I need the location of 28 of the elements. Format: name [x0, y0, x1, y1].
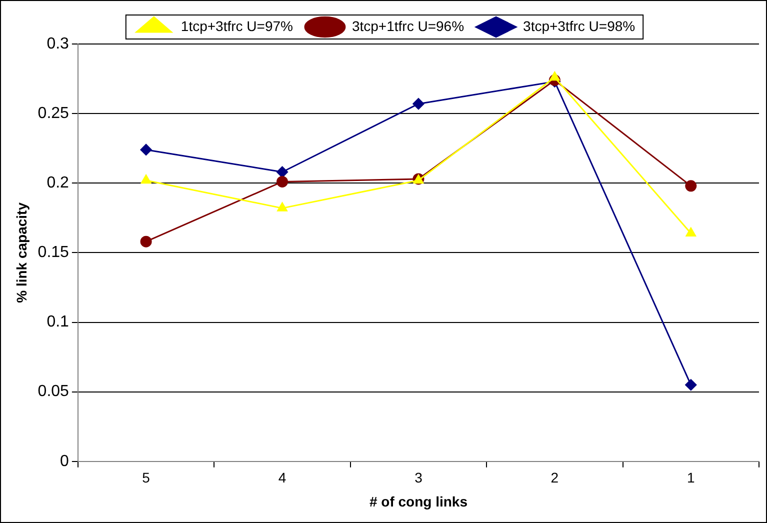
x-tick-label: 5: [142, 470, 150, 486]
legend-label: 1tcp+3tfrc U=97%: [180, 18, 293, 34]
legend-label: 3tcp+3tfrc U=98%: [523, 18, 636, 34]
point: [685, 379, 697, 391]
y-tick-label: 0.05: [38, 383, 70, 400]
y-tick-label: 0.2: [46, 174, 70, 192]
y-tick-label: 0.15: [38, 244, 70, 262]
point: [276, 166, 288, 178]
point: [140, 236, 152, 248]
point: [276, 176, 288, 188]
x-tick-label: 1: [686, 470, 695, 486]
point: [686, 227, 696, 236]
point: [140, 144, 152, 156]
point: [685, 180, 697, 192]
y-tick-label: 0: [60, 452, 70, 470]
point: [550, 72, 560, 81]
x-axis-title: # of cong links: [369, 493, 468, 510]
point: [412, 98, 424, 110]
legend-label: 3tcp+1tfrc U=96%: [352, 18, 464, 34]
point: [277, 202, 288, 212]
x-tick-label: 3: [414, 470, 423, 486]
y-tick-label: 0.3: [46, 35, 70, 52]
x-tick-label: 2: [550, 470, 559, 486]
y-axis-title: % link capacity: [13, 202, 30, 303]
y-tick-label: 0.1: [46, 314, 70, 331]
x-tick-label: 4: [278, 470, 286, 486]
y-tick-label: 0.25: [38, 104, 70, 122]
point: [140, 174, 152, 184]
